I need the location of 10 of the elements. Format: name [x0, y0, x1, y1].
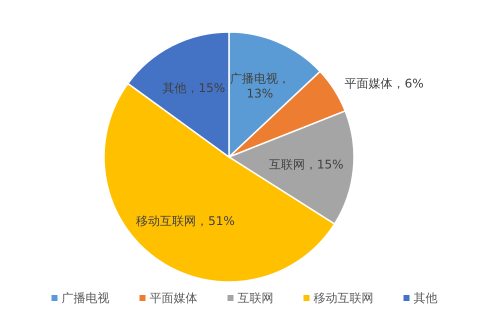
- data-label: 平面媒体，6%: [344, 76, 424, 91]
- data-label: 广播电视，13%: [230, 71, 290, 100]
- legend-label: 互联网: [238, 291, 274, 305]
- data-label: 移动互联网，51%: [136, 214, 235, 228]
- legend-label: 平面媒体: [150, 291, 198, 305]
- legend-label: 其他: [414, 291, 438, 305]
- data-label: 其他，15%: [162, 80, 226, 95]
- data-label: 互联网，15%: [268, 157, 344, 172]
- legend-label: 广播电视: [62, 291, 110, 305]
- legend-label: 移动互联网: [314, 291, 374, 305]
